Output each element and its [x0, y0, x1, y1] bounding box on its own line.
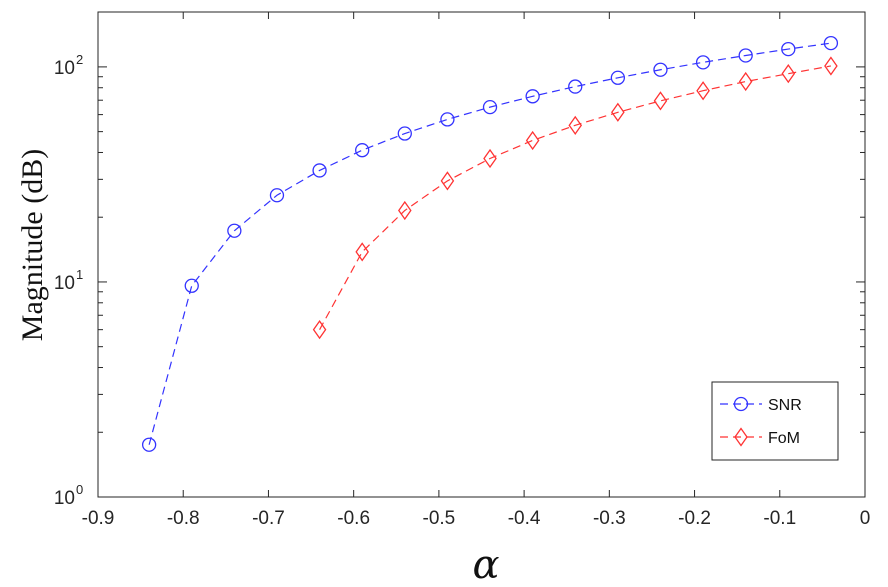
- series-layer: [141, 35, 839, 452]
- data-point-fom: [653, 91, 668, 111]
- x-tick-label: 0: [860, 508, 871, 529]
- data-point-snr: [568, 79, 583, 94]
- legend-label-fom: FoM: [768, 430, 800, 447]
- data-point-snr: [482, 99, 498, 115]
- legend-label-snr: SNR: [768, 397, 802, 414]
- data-point-fom: [611, 102, 625, 122]
- data-point-fom: [781, 64, 796, 84]
- data-point-snr: [525, 89, 540, 104]
- x-tick-label: -0.3: [593, 508, 626, 529]
- data-point-snr: [440, 112, 455, 127]
- x-axis-label: α: [472, 542, 499, 587]
- data-point-snr: [355, 143, 370, 158]
- x-tick-label: -0.6: [337, 508, 370, 529]
- data-point-snr: [738, 48, 753, 63]
- data-point-fom: [398, 200, 412, 221]
- data-point-snr: [653, 62, 668, 77]
- x-tick-label: -0.1: [763, 508, 796, 529]
- legend-box: [711, 381, 839, 461]
- plot-area: [97, 11, 866, 498]
- data-point-snr: [141, 437, 157, 452]
- series-line-snr: [148, 42, 831, 445]
- y-tick-label: 10: [54, 58, 75, 79]
- series-fom: [312, 56, 838, 340]
- data-point-snr: [397, 126, 412, 141]
- legend-marker-snr: [733, 396, 749, 412]
- data-point-fom: [312, 320, 327, 340]
- x-tick-label: -0.2: [678, 508, 711, 529]
- data-point-snr: [781, 41, 796, 57]
- data-point-snr: [610, 70, 626, 85]
- series-line-fom: [319, 65, 832, 330]
- y-tick-label-exponent: 1: [76, 267, 83, 282]
- data-point-fom: [568, 115, 583, 135]
- ticks-layer: -0.9 -0.8 -0.7 -0.6 -0.5 -0.4 -0.3 -0.2 -0.1 010 0…: [54, 12, 870, 529]
- data-point-fom: [738, 71, 753, 92]
- y-axis-label: Magnitude (dB): [16, 149, 49, 341]
- data-point-snr: [695, 55, 711, 70]
- data-point-fom: [483, 148, 497, 169]
- x-tick-label: -0.8: [167, 508, 200, 529]
- data-point-snr: [184, 278, 199, 293]
- x-tick-label: -0.7: [252, 508, 285, 529]
- data-point-fom: [696, 81, 710, 101]
- series-snr: [141, 35, 839, 452]
- data-point-snr: [312, 163, 327, 178]
- data-point-snr: [269, 188, 285, 203]
- y-tick-label: 10: [54, 273, 75, 294]
- data-point-snr: [823, 35, 839, 51]
- y-tick-label: 10: [54, 488, 75, 509]
- y-tick-label-exponent: 2: [76, 52, 83, 67]
- x-tick-label: -0.9: [82, 508, 115, 529]
- y-tick-label-exponent: 0: [76, 482, 83, 497]
- data-point-fom: [440, 171, 455, 191]
- legend-marker-fom: [734, 427, 748, 447]
- x-tick-label: -0.5: [423, 508, 456, 529]
- data-point-fom: [824, 56, 838, 76]
- data-point-fom: [525, 130, 540, 151]
- x-tick-label: -0.4: [508, 508, 541, 529]
- data-point-snr: [227, 223, 242, 238]
- legend: SNR FoM: [711, 381, 839, 461]
- axes-box: [97, 11, 866, 498]
- data-point-fom: [355, 242, 369, 262]
